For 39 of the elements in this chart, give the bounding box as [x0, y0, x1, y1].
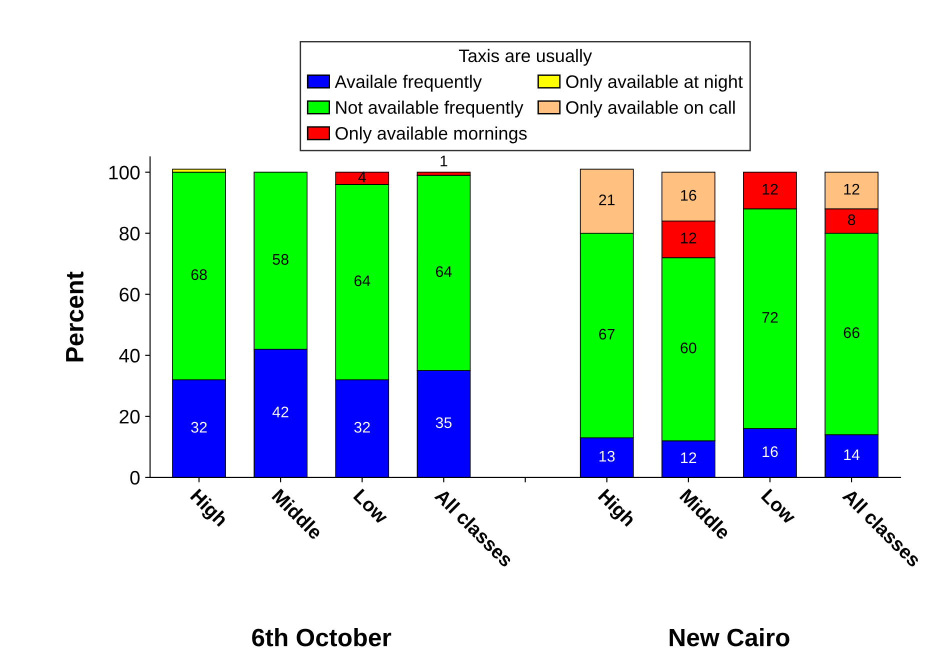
- y-tick-label: 0: [130, 470, 140, 485]
- data-label: 58: [272, 254, 288, 265]
- data-label: 64: [436, 266, 452, 278]
- legend-label: Only available mornings: [336, 126, 527, 144]
- legend-title: Taxis are usually: [458, 48, 592, 66]
- data-label: 64: [354, 275, 370, 286]
- data-label: 67: [599, 328, 615, 340]
- legend-label: Not available frequently: [336, 100, 524, 118]
- y-tick-label: 80: [120, 226, 140, 240]
- data-label: 32: [354, 422, 370, 433]
- y-tick-label: 60: [120, 288, 140, 302]
- data-label: 21: [599, 194, 615, 206]
- y-tick-label: 40: [119, 348, 140, 363]
- data-label: 12: [762, 184, 778, 194]
- data-label: 66: [844, 327, 860, 338]
- data-label: 16: [762, 446, 778, 458]
- data-label: 72: [762, 312, 778, 323]
- data-label: 12: [681, 452, 696, 464]
- text: New Cairo: [670, 628, 790, 646]
- data-label: 8: [848, 214, 856, 226]
- text: 6th October: [252, 628, 392, 646]
- data-label: 12: [681, 232, 696, 244]
- data-label: 60: [680, 342, 696, 354]
- legend-label: Availale frequently: [334, 74, 482, 92]
- data-label: 16: [681, 190, 696, 201]
- legend-label: Only available at night: [566, 74, 743, 92]
- data-label: 14: [844, 449, 860, 460]
- y-axis-title: Percent: [66, 272, 84, 362]
- legend-label: Only available on call: [566, 100, 735, 118]
- data-label: 13: [600, 450, 615, 462]
- data-label: 4: [358, 172, 366, 182]
- data-label: 42: [272, 406, 288, 418]
- data-label: 68: [191, 269, 207, 280]
- data-label: 1: [440, 156, 448, 166]
- y-tick-label: 100: [109, 166, 140, 180]
- data-label: 35: [436, 417, 452, 428]
- data-label: 12: [844, 184, 860, 194]
- y-tick-label: 20: [120, 410, 140, 424]
- data-label: 32: [191, 422, 207, 433]
